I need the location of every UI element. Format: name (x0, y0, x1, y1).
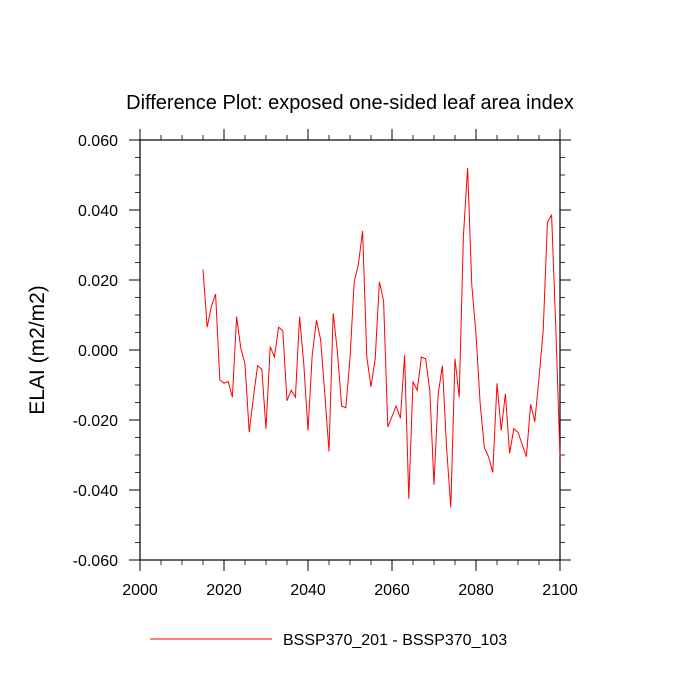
y-tick-label: 0.040 (78, 203, 118, 220)
series-line (202, 167, 561, 508)
y-axis-label: ELAI (m2/m2) (26, 285, 49, 415)
x-tick-label: 2060 (374, 582, 410, 599)
plot-area (139, 139, 561, 561)
legend-label: BSSP370_201 - BSSP370_103 (283, 632, 507, 649)
x-tick-label: 2080 (458, 582, 494, 599)
chart-title: Difference Plot: exposed one-sided leaf … (126, 92, 574, 114)
y-tick-label: 0.060 (78, 133, 118, 150)
y-tick-label: -0.020 (73, 413, 118, 430)
legend: BSSP370_201 - BSSP370_103 (150, 632, 507, 649)
plot-frame (139, 139, 561, 561)
y-tick-label: -0.040 (73, 483, 118, 500)
axis-ticks: 2000 2020 2040 2060 2080 2100 -0.060 -0.040 -0.0… (73, 129, 578, 599)
x-tick-label: 2020 (206, 582, 242, 599)
x-tick-label: 2040 (290, 582, 326, 599)
x-tick-label: 2100 (542, 582, 578, 599)
x-tick-label: 2000 (122, 582, 158, 599)
y-tick-label: -0.060 (73, 553, 118, 570)
y-tick-label: 0.000 (78, 343, 118, 360)
y-tick-label: 0.020 (78, 273, 118, 290)
